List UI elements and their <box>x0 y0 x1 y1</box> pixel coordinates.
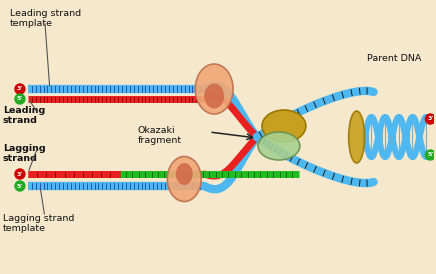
Text: Leading
strand: Leading strand <box>3 106 45 125</box>
Circle shape <box>426 114 435 124</box>
Text: Okazaki
fragment: Okazaki fragment <box>137 126 182 145</box>
Text: Lagging strand
template: Lagging strand template <box>3 214 75 233</box>
Ellipse shape <box>167 156 201 201</box>
Circle shape <box>15 84 25 94</box>
Text: 3': 3' <box>17 172 23 176</box>
Text: 3': 3' <box>427 116 433 121</box>
Text: 3': 3' <box>17 87 23 92</box>
Ellipse shape <box>258 132 300 160</box>
Ellipse shape <box>349 111 364 163</box>
Ellipse shape <box>176 163 193 185</box>
Ellipse shape <box>262 110 306 142</box>
Text: Leading strand
template: Leading strand template <box>10 9 81 28</box>
Circle shape <box>15 94 25 104</box>
Text: Lagging
strand: Lagging strand <box>3 144 46 163</box>
Circle shape <box>15 169 25 179</box>
Ellipse shape <box>195 64 233 114</box>
Circle shape <box>15 181 25 191</box>
Text: 5': 5' <box>17 184 23 189</box>
Ellipse shape <box>204 84 224 109</box>
Circle shape <box>426 150 435 160</box>
Text: 5': 5' <box>17 96 23 101</box>
Text: Parent DNA: Parent DNA <box>367 54 421 63</box>
Text: 5': 5' <box>427 153 433 158</box>
